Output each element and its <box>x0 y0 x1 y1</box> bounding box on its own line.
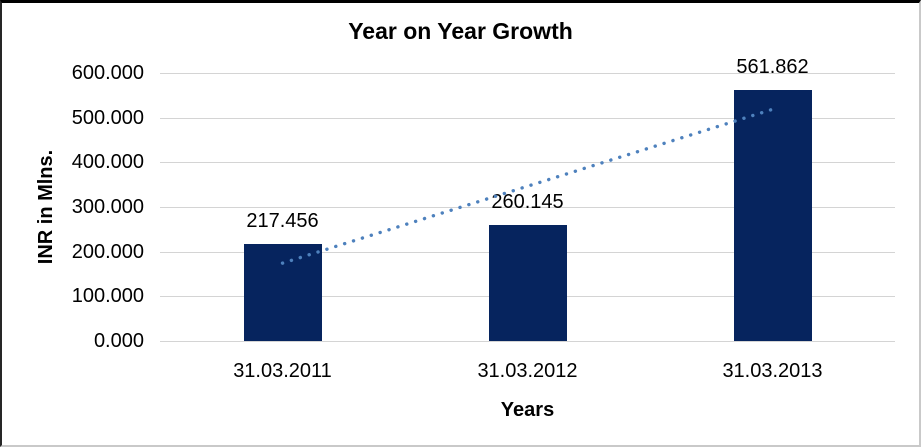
x-tick-label: 31.03.2013 <box>722 360 823 382</box>
gridline <box>160 117 895 119</box>
chart-title: Year on Year Growth <box>348 18 573 44</box>
bar <box>733 90 812 341</box>
y-tick-label: 200.000 <box>71 240 144 263</box>
bar-data-label: 260.145 <box>491 190 564 213</box>
y-tick-label: 400.000 <box>71 151 144 174</box>
y-tick-label: 500.000 <box>71 106 144 129</box>
x-axis-title: Years <box>500 399 555 421</box>
gridline <box>160 207 895 208</box>
y-tick-label: 0.000 <box>93 330 144 352</box>
bar-data-label: 561.862 <box>736 56 809 79</box>
bar-data-label: 217.456 <box>246 209 319 232</box>
x-tick-label: 31.03.2012 <box>477 360 578 382</box>
y-tick-label: 300.000 <box>71 196 144 218</box>
x-tick-label: 31.03.2011 <box>233 360 332 382</box>
y-tick-label: 100.000 <box>71 285 144 308</box>
trendline <box>280 107 775 265</box>
y-tick-label: 600.000 <box>71 62 144 84</box>
gridline <box>160 341 895 342</box>
bar <box>488 224 567 341</box>
bar <box>243 243 322 341</box>
gridline <box>160 73 895 74</box>
gridline <box>160 162 895 164</box>
